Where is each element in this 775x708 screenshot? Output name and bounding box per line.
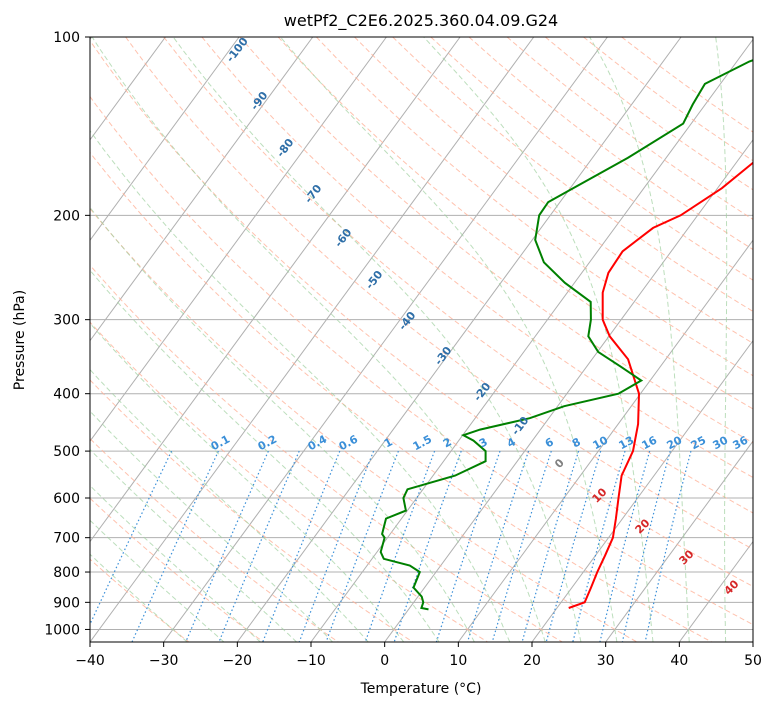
y-tick-label: 600 <box>53 491 80 507</box>
moist-adiabat <box>172 37 582 642</box>
mixing-ratio-label: 25 <box>689 434 709 453</box>
x-tick-label: 30 <box>597 653 615 669</box>
x-tick-label: −10 <box>296 653 326 669</box>
isotherm-line <box>163 37 608 642</box>
isotherm-line <box>384 138 753 642</box>
mixing-ratio-label: 16 <box>640 433 660 452</box>
mixing-ratio-line <box>364 450 436 642</box>
x-tick-label: −40 <box>75 653 105 669</box>
isotherm-line <box>605 440 753 642</box>
x-axis-label: Temperature (°C) <box>360 681 482 697</box>
moist-adiabat <box>423 37 654 642</box>
mixing-ratio-line <box>393 450 462 642</box>
dry-adiabat <box>277 37 753 410</box>
x-tick-label: 10 <box>449 653 467 669</box>
dry-adiabat <box>239 37 753 444</box>
moist-adiabat <box>90 269 440 642</box>
isotherm-line <box>90 37 314 342</box>
moist-adiabat <box>90 410 333 642</box>
mixing-ratio-line <box>325 450 399 642</box>
chart-title: wetPf2_C2E6.2025.360.04.09.G24 <box>284 11 558 31</box>
mixing-ratio-label: 13 <box>617 434 637 453</box>
mixing-ratio-label: 36 <box>731 433 751 452</box>
dry-adiabat <box>90 264 564 642</box>
y-axis-label: Pressure (hPa) <box>12 290 28 390</box>
x-tick-label: −20 <box>223 653 253 669</box>
dry-adiabat <box>163 37 753 514</box>
x-tick-label: 0 <box>380 653 389 669</box>
x-tick-label: 20 <box>523 653 541 669</box>
mixing-ratio-line <box>90 450 173 626</box>
dry-adiabat <box>201 37 753 479</box>
profile-lines <box>379 59 753 611</box>
dry-adiabat <box>90 95 753 626</box>
moist-adiabat <box>90 368 369 642</box>
y-tick-label: 400 <box>53 387 80 403</box>
moist-adiabat <box>280 37 618 642</box>
mixing-ratio-label: 30 <box>711 433 731 452</box>
dry-adiabat <box>90 379 414 642</box>
profile-line-0 <box>568 161 753 609</box>
y-tick-label: 1000 <box>44 622 80 638</box>
dry-adiabat <box>90 437 340 642</box>
isotherm-line <box>90 37 535 642</box>
dry-adiabat <box>90 39 753 588</box>
y-tick-label: 500 <box>53 444 80 460</box>
mixing-ratio-line <box>131 450 219 642</box>
mixing-ratio-line <box>521 450 580 642</box>
mixing-ratio-line <box>644 450 692 642</box>
dry-adiabat <box>90 321 489 642</box>
y-tick-label: 700 <box>53 531 80 547</box>
dry-adiabat <box>125 37 753 550</box>
mixing-ratio-line <box>218 450 300 642</box>
mixing-ratio-line <box>185 450 269 642</box>
y-axis-ticks: 100 200 300 400 500 600 700 800 900 1000 <box>44 30 90 638</box>
x-axis-ticks: −40 −30 −20 −10 0 10 20 30 40 50 <box>75 642 762 669</box>
x-tick-label: −30 <box>149 653 179 669</box>
isotherm-line <box>531 339 753 642</box>
dry-adiabat <box>90 207 639 642</box>
x-tick-label: 40 <box>670 653 688 669</box>
mixing-ratio-line <box>545 450 602 642</box>
dry-adiabat <box>90 151 713 642</box>
plot-frame <box>89 36 754 643</box>
dry-adiabat <box>90 558 190 642</box>
mixing-ratio-label: 20 <box>665 433 685 452</box>
isotherm-line <box>90 37 387 442</box>
moist-adiabat <box>715 37 728 642</box>
y-tick-label: 100 <box>53 30 80 46</box>
isotherm-line <box>90 37 166 141</box>
moist-adiabat <box>91 37 546 642</box>
profile-line-1 <box>379 59 753 611</box>
y-tick-label: 300 <box>53 313 80 329</box>
isotherm-line <box>90 37 240 242</box>
y-tick-label: 200 <box>53 208 80 224</box>
mixing-ratio-line <box>435 450 501 642</box>
moist-adiabat <box>90 129 511 642</box>
mixing-ratio-line <box>466 450 530 642</box>
isotherm-line <box>236 37 682 642</box>
y-tick-label: 900 <box>53 595 80 611</box>
mixing-ratio-label: 10 <box>591 433 611 452</box>
y-tick-label: 800 <box>53 565 80 581</box>
isotherm-line <box>457 239 753 642</box>
x-tick-label: 50 <box>744 653 762 669</box>
